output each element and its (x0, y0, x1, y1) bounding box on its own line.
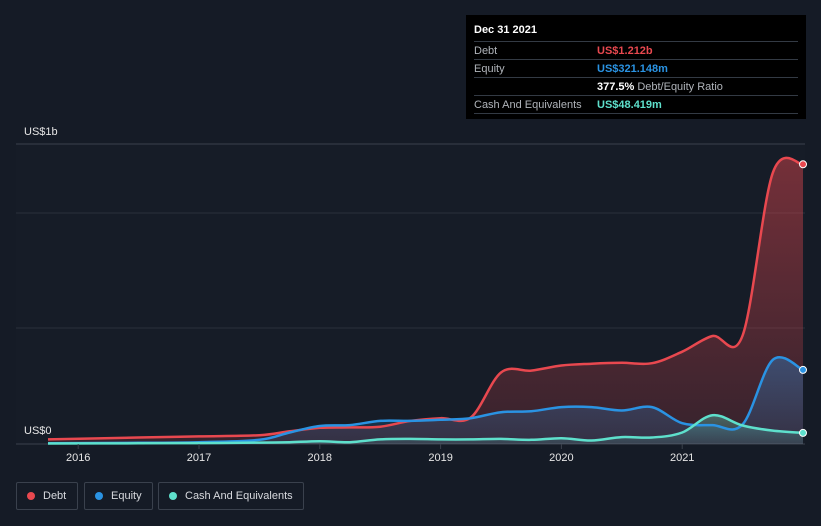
x-tick-label: 2019 (428, 452, 452, 464)
tooltip-ratio-value: 377.5% (597, 80, 635, 93)
tooltip-row-ratio: 377.5% Debt/Equity Ratio (474, 77, 798, 95)
legend-debt-label: Debt (43, 490, 67, 502)
tooltip-date: Dec 31 2021 (474, 24, 537, 36)
legend-item-equity[interactable]: Equity (84, 482, 153, 510)
legend-equity-marker-icon (95, 492, 103, 500)
tooltip-ratio-label: Debt/Equity Ratio (637, 80, 723, 93)
legend-cash-label: Cash And Equivalents (185, 490, 293, 502)
debt-line (47, 156, 804, 441)
cash-and-equivalents-endpoint[interactable] (799, 428, 807, 437)
x-tick-label: 2021 (670, 452, 694, 464)
equity-endpoint[interactable] (799, 365, 807, 374)
tooltip-row-cash: Cash And Equivalents US$48.419m (474, 95, 798, 114)
debt-area (48, 157, 803, 444)
y-axis-bottom-label: US$0 (24, 425, 52, 437)
legend-cash-marker-icon (169, 492, 177, 500)
equity-line (47, 356, 804, 445)
tooltip-equity-value: US$321.148m (597, 62, 668, 75)
tooltip-row-debt: Debt US$1.212b (474, 41, 798, 59)
y-axis-top-label: US$1b (24, 126, 58, 138)
legend-debt-marker-icon (27, 492, 35, 500)
x-tick-label: 2016 (66, 452, 90, 464)
equity-area (48, 357, 803, 444)
x-tick-label: 2017 (187, 452, 211, 464)
tooltip-debt-value: US$1.212b (597, 44, 653, 57)
tooltip-debt-label: Debt (474, 44, 498, 57)
tooltip-row-equity: Equity US$321.148m (474, 59, 798, 77)
cash-and-equivalents-line (47, 413, 804, 445)
tooltip-cash-value: US$48.419m (597, 98, 662, 111)
data-tooltip: Dec 31 2021 Debt US$1.212b Equity US$321… (466, 15, 806, 119)
cash-and-equivalents-area (48, 415, 803, 444)
x-tick-label: 2020 (549, 452, 573, 464)
debt-endpoint[interactable] (799, 160, 807, 169)
x-tick-label: 2018 (308, 452, 332, 464)
legend-item-debt[interactable]: Debt (16, 482, 78, 510)
legend-item-cash[interactable]: Cash And Equivalents (158, 482, 304, 510)
tooltip-equity-label: Equity (474, 62, 505, 75)
tooltip-cash-label: Cash And Equivalents (474, 98, 582, 111)
legend-equity-label: Equity (111, 490, 142, 502)
